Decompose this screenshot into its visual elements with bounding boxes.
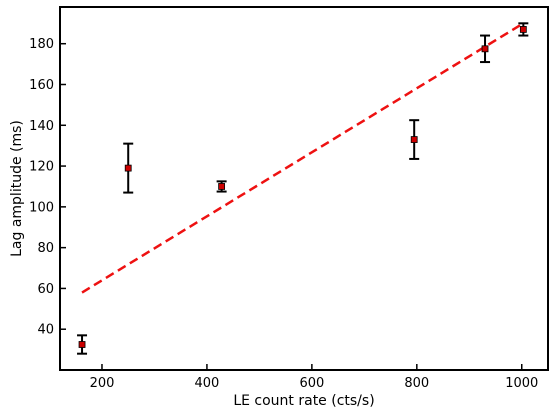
y-tick-label: 100 xyxy=(29,200,54,215)
y-tick-label: 160 xyxy=(29,78,54,93)
data-marker xyxy=(519,26,527,33)
y-tick-label: 40 xyxy=(37,323,54,338)
data-point xyxy=(480,34,491,64)
x-tick-label: 600 xyxy=(299,376,324,391)
data-point xyxy=(216,180,227,193)
y-axis-label: Lag amplitude (ms) xyxy=(9,120,25,257)
data-marker xyxy=(410,136,418,143)
data-point xyxy=(409,119,420,160)
x-ticks: 200 400 600 800 1000 xyxy=(90,364,538,391)
data-marker xyxy=(78,341,86,348)
y-tick-label: 80 xyxy=(37,241,54,256)
x-tick-label: 800 xyxy=(404,376,429,391)
y-ticks: 40 60 80 100 120 140 160 180 xyxy=(29,37,66,338)
x-tick-label: 200 xyxy=(90,376,115,391)
data-marker xyxy=(124,164,132,172)
x-axis-label: LE count rate (cts/s) xyxy=(233,393,374,409)
x-tick-label: 1000 xyxy=(505,376,538,391)
plot-frame xyxy=(59,6,549,371)
y-tick-label: 60 xyxy=(37,282,54,297)
data-marker xyxy=(218,183,226,190)
y-tick-label: 120 xyxy=(29,160,54,175)
y-tick-label: 140 xyxy=(29,119,54,134)
fit-line xyxy=(81,22,524,294)
x-tick-label: 400 xyxy=(195,376,220,391)
data-marker xyxy=(481,45,489,53)
data-point xyxy=(77,334,88,355)
fit-line-layer xyxy=(81,22,524,294)
data-points-layer xyxy=(77,22,529,355)
data-point xyxy=(518,22,529,37)
data-point xyxy=(123,142,134,194)
y-tick-label: 180 xyxy=(29,37,54,52)
